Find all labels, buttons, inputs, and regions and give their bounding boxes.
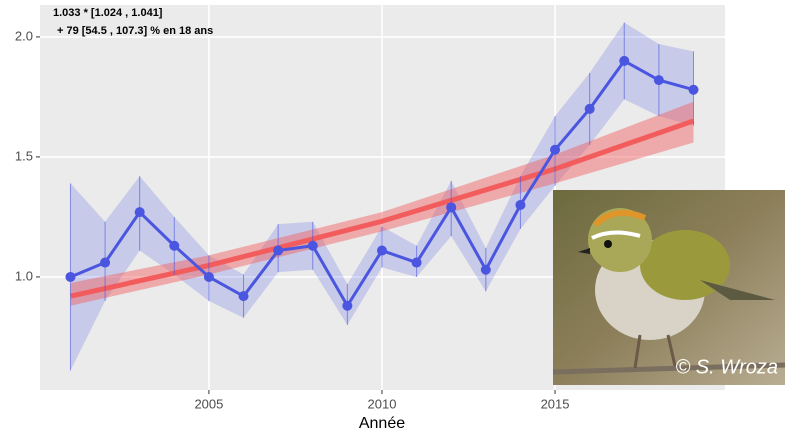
y-tick-label: 1.5 xyxy=(15,148,33,163)
x-tick-label: 2015 xyxy=(541,396,570,411)
point xyxy=(619,56,629,66)
x-tick-label: 2010 xyxy=(368,396,397,411)
bird-eye xyxy=(604,240,612,248)
photo: © S. Wroza xyxy=(553,190,785,385)
point xyxy=(273,246,283,256)
point xyxy=(585,104,595,114)
photo-credit: © S. Wroza xyxy=(675,356,778,378)
y-tick-label: 1.0 xyxy=(15,268,33,283)
chart: © S. Wroza 1.033 * [1.024 , 1.041] + 79 … xyxy=(0,0,785,435)
page: © S. Wroza 1.033 * [1.024 , 1.041] + 79 … xyxy=(0,0,785,435)
point xyxy=(308,241,318,251)
point xyxy=(342,301,352,311)
point xyxy=(550,145,560,155)
point xyxy=(446,202,456,212)
annotation: 1.033 * [1.024 , 1.041] xyxy=(53,7,163,19)
point xyxy=(689,85,699,95)
point xyxy=(412,258,422,268)
point xyxy=(135,207,145,217)
point xyxy=(239,291,249,301)
point xyxy=(65,272,75,282)
point xyxy=(377,246,387,256)
x-tick-label: 2005 xyxy=(194,396,223,411)
point xyxy=(100,258,110,268)
point xyxy=(204,272,214,282)
point xyxy=(481,265,491,275)
annotation: + 79 [54.5 , 107.3] % en 18 ans xyxy=(57,25,213,37)
point xyxy=(169,241,179,251)
point xyxy=(515,200,525,210)
y-tick-label: 2.0 xyxy=(15,28,33,43)
point xyxy=(654,75,664,85)
x-axis-title: Année xyxy=(359,415,405,432)
